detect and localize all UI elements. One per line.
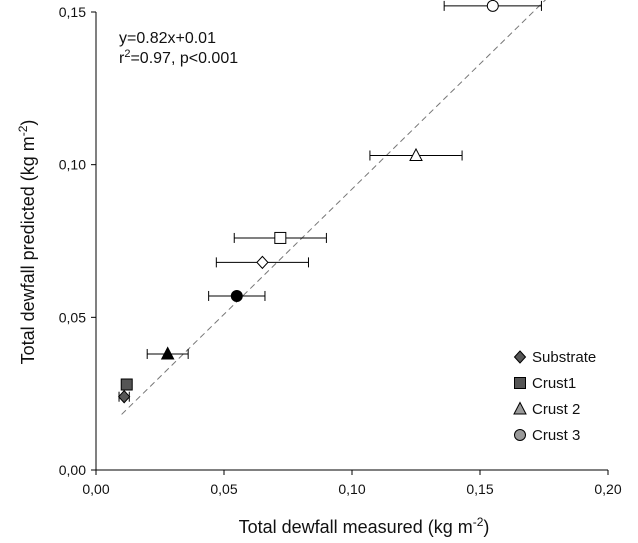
y-tick-label: 0,10 xyxy=(59,157,86,173)
data-point-circle xyxy=(230,289,243,302)
y-tick-label: 0,05 xyxy=(59,309,86,325)
legend-label: Crust 2 xyxy=(532,401,580,418)
legend-marker-circle xyxy=(514,429,526,441)
y-tick-label: 0,15 xyxy=(59,4,86,20)
data-point-diamond xyxy=(117,389,131,404)
legend-label: Crust1 xyxy=(532,375,576,392)
stats-label: r2=0.97, p<0.001 xyxy=(119,48,238,67)
x-tick-label: 0,20 xyxy=(594,481,621,497)
y-ticks: 0,00 0,05 0,10 0,15 xyxy=(59,4,96,478)
data-point-group xyxy=(120,378,133,391)
data-point-triangle xyxy=(160,346,175,360)
data-point-diamond xyxy=(256,255,269,270)
data-point-square xyxy=(274,231,287,244)
equation-label: y=0.82x+0.01 xyxy=(119,30,216,47)
x-tick-label: 0,15 xyxy=(466,481,493,497)
legend-item: Crust 2 xyxy=(513,401,580,418)
data-point-group xyxy=(146,346,189,360)
regression-line xyxy=(121,0,547,415)
x-tick-label: 0,10 xyxy=(338,481,365,497)
data-point-square xyxy=(120,378,133,391)
data-point-group xyxy=(369,147,463,162)
data-point-triangle xyxy=(409,147,423,162)
y-tick-label: 0,00 xyxy=(59,462,86,478)
legend-item: Substrate xyxy=(513,349,596,366)
data-point-group xyxy=(443,0,542,12)
legend-item: Crust1 xyxy=(514,375,576,392)
data-point-group xyxy=(233,231,327,244)
legend-label: Crust 3 xyxy=(532,427,580,444)
legend-marker-square xyxy=(514,377,526,389)
y-axis-title: Total dewfall predicted (kg m-2) xyxy=(16,120,38,365)
data-point-group xyxy=(208,289,266,302)
x-axis-title: Total dewfall measured (kg m-2) xyxy=(239,515,490,537)
data-point-group xyxy=(117,389,131,404)
legend-marker-diamond xyxy=(513,350,527,364)
x-tick-label: 0,05 xyxy=(210,481,237,497)
legend-marker-triangle xyxy=(513,401,527,415)
data-points xyxy=(117,0,542,404)
legend: Substrate Crust1 Crust 2 Crust 3 xyxy=(513,349,596,444)
x-tick-label: 0,00 xyxy=(82,481,109,497)
legend-label: Substrate xyxy=(532,349,596,366)
x-ticks: 0,00 0,05 0,10 0,15 0,20 xyxy=(82,470,622,497)
regression-dashed-line xyxy=(121,0,547,415)
data-point-group xyxy=(215,255,309,270)
data-point-circle xyxy=(486,0,499,12)
legend-item: Crust 3 xyxy=(514,427,580,444)
